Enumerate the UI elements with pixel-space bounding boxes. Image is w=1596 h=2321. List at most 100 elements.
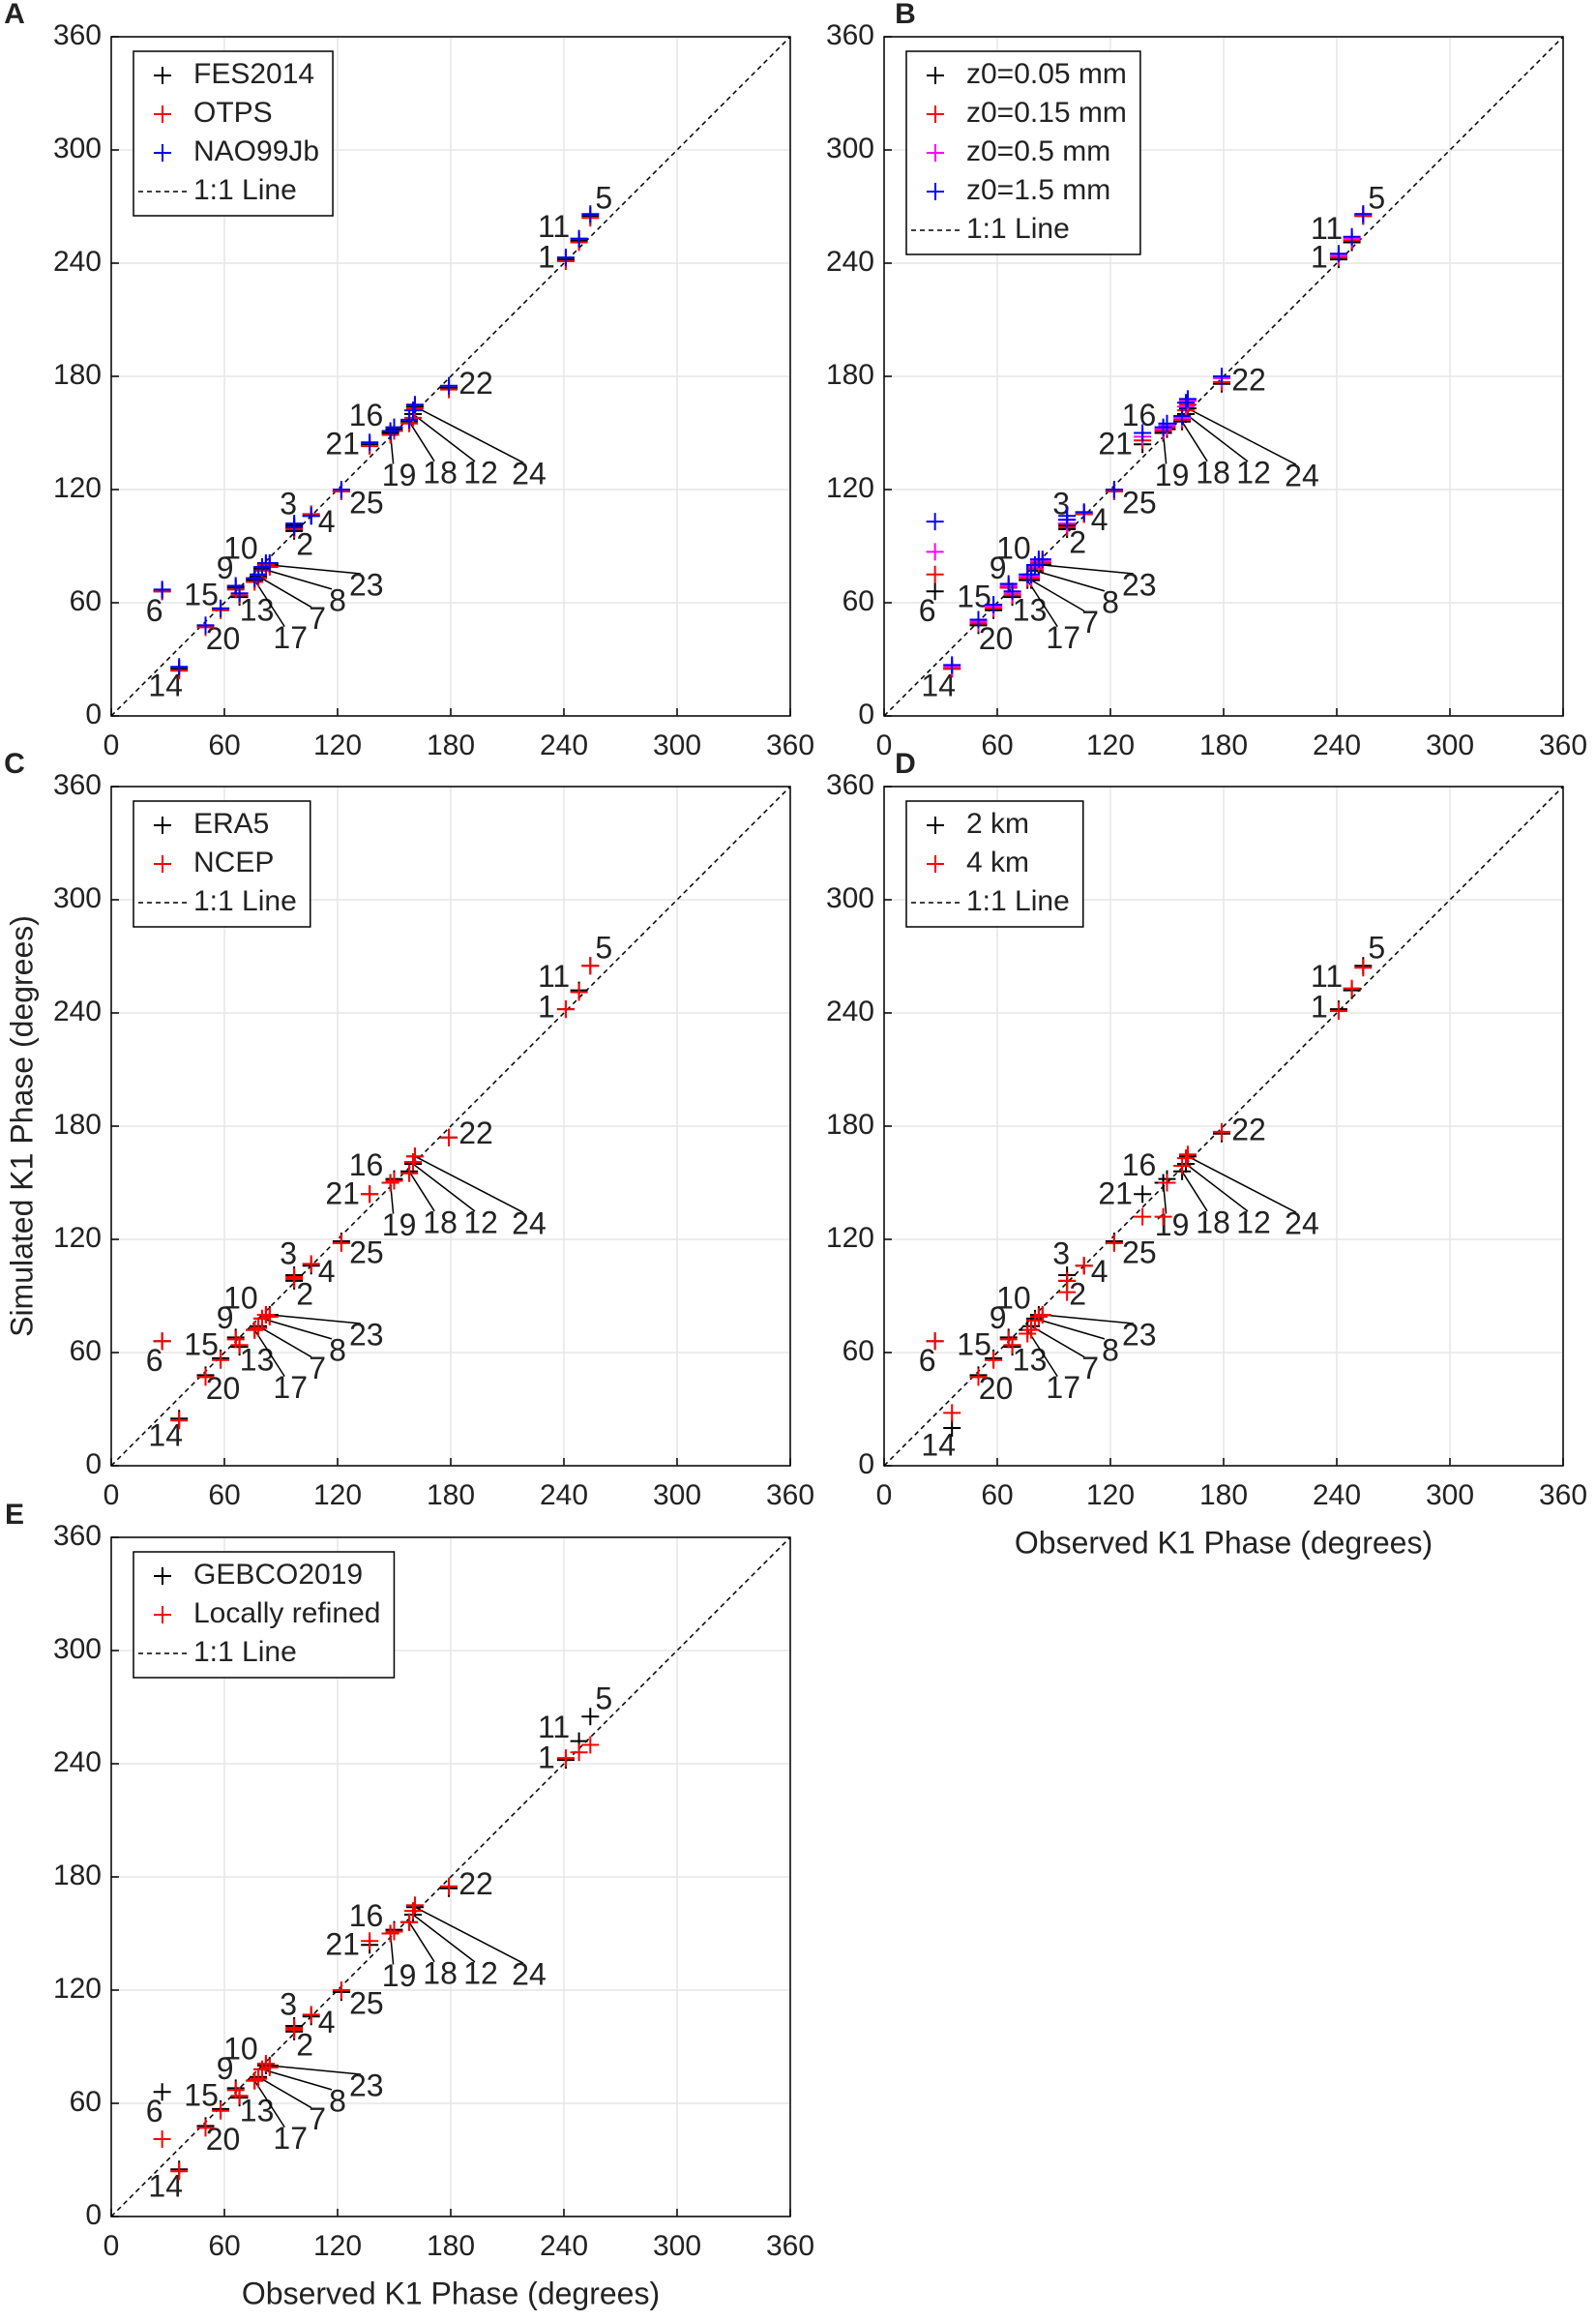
point-label: 22 bbox=[1231, 1112, 1266, 1146]
leader-line bbox=[261, 1318, 333, 1340]
point bbox=[285, 2019, 304, 2037]
legend-label: NAO99Jb bbox=[193, 135, 319, 167]
plot-frame bbox=[110, 786, 791, 1467]
point-label: 2 bbox=[296, 1276, 313, 1311]
leader-line bbox=[412, 413, 476, 462]
point-label: 5 bbox=[1368, 181, 1385, 216]
point bbox=[1134, 1207, 1152, 1226]
point-label: 1 bbox=[538, 990, 555, 1025]
y-tick-label: 360 bbox=[53, 769, 102, 801]
point-label: 3 bbox=[280, 487, 297, 521]
point-label: 4 bbox=[318, 1254, 336, 1289]
point bbox=[943, 1404, 961, 1422]
y-tick-label: 360 bbox=[53, 1520, 102, 1552]
point bbox=[381, 422, 399, 440]
point bbox=[1134, 1185, 1152, 1204]
point-label: 6 bbox=[919, 593, 936, 628]
point-label: 16 bbox=[349, 398, 384, 432]
y-tick-label: 300 bbox=[826, 882, 874, 914]
point-label: 21 bbox=[325, 1176, 360, 1211]
point-label: 10 bbox=[223, 2031, 258, 2066]
point bbox=[405, 1896, 424, 1915]
x-tick-label: 180 bbox=[427, 1479, 475, 1511]
point-label: 21 bbox=[325, 427, 360, 461]
point bbox=[302, 2006, 320, 2024]
point bbox=[1003, 1336, 1021, 1354]
point-label: 18 bbox=[423, 1955, 458, 1990]
point-label: 8 bbox=[329, 2083, 346, 2118]
point bbox=[260, 1307, 279, 1325]
point-label: 2 bbox=[296, 2027, 313, 2062]
point-label: 6 bbox=[146, 2094, 163, 2128]
y-tick-label: 120 bbox=[53, 1222, 102, 1254]
y-tick-label: 240 bbox=[826, 996, 874, 1027]
point bbox=[385, 418, 403, 436]
point bbox=[170, 2162, 189, 2181]
x-tick-label: 240 bbox=[540, 1479, 588, 1511]
y-tick-label: 60 bbox=[70, 1335, 102, 1367]
point-label: 12 bbox=[463, 1205, 498, 1239]
y-tick-label: 60 bbox=[70, 2086, 102, 2118]
point bbox=[1354, 205, 1373, 223]
point-label: 23 bbox=[349, 2068, 384, 2102]
point-label: 11 bbox=[538, 1710, 570, 1744]
plot-frame bbox=[110, 36, 791, 717]
legend-label: 1:1 Line bbox=[193, 885, 297, 917]
point bbox=[153, 1332, 171, 1351]
y-tick-label: 300 bbox=[826, 133, 874, 164]
x-tick-label: 300 bbox=[1426, 729, 1474, 761]
reference-line bbox=[110, 36, 791, 717]
x-tick-label: 180 bbox=[427, 2230, 475, 2262]
point bbox=[1019, 1324, 1037, 1343]
point-label: 1 bbox=[1311, 990, 1328, 1025]
point-label: 14 bbox=[148, 669, 183, 703]
point-label: 24 bbox=[512, 457, 547, 491]
panel-label: D bbox=[895, 748, 916, 780]
point bbox=[1343, 979, 1361, 997]
point-label: 11 bbox=[1311, 211, 1343, 246]
leader-line bbox=[412, 1163, 476, 1212]
point bbox=[926, 582, 944, 601]
leader-line bbox=[1185, 413, 1249, 462]
leader-line bbox=[408, 421, 435, 462]
x-tick-label: 120 bbox=[1086, 1479, 1135, 1511]
point bbox=[1058, 507, 1077, 525]
point bbox=[260, 554, 279, 573]
point-label: 22 bbox=[458, 366, 493, 401]
point-label: 25 bbox=[349, 1985, 384, 2020]
leader-line bbox=[1187, 1155, 1297, 1213]
point bbox=[556, 1000, 575, 1019]
point-label: 2 bbox=[296, 526, 313, 561]
legend-marker bbox=[927, 144, 944, 162]
x-tick-label: 60 bbox=[208, 1479, 240, 1511]
x-tick-label: 0 bbox=[103, 2230, 120, 2262]
point bbox=[985, 1351, 1003, 1369]
y-tick-label: 180 bbox=[53, 1109, 102, 1141]
y-tick-label: 60 bbox=[842, 585, 874, 617]
x-tick-label: 60 bbox=[208, 729, 240, 761]
legend-label: z0=0.5 mm bbox=[966, 135, 1110, 167]
point-label: 18 bbox=[1196, 455, 1230, 490]
y-tick-label: 360 bbox=[53, 19, 102, 51]
point bbox=[361, 1185, 379, 1204]
reference-line bbox=[110, 786, 791, 1467]
point-label: 18 bbox=[1196, 1205, 1230, 1239]
point bbox=[440, 1128, 458, 1146]
point-label: 3 bbox=[1052, 1236, 1070, 1271]
point-label: 13 bbox=[240, 593, 275, 628]
y-tick-label: 240 bbox=[53, 996, 102, 1027]
point bbox=[926, 1332, 944, 1351]
point-label: 12 bbox=[1236, 1205, 1271, 1239]
point bbox=[153, 2083, 171, 2101]
point-label: 17 bbox=[1046, 620, 1080, 655]
leader-line bbox=[412, 1914, 476, 1963]
leader-line bbox=[269, 564, 361, 575]
leader-line bbox=[253, 2080, 285, 2128]
leader-line bbox=[253, 580, 285, 628]
legend-label: Locally refined bbox=[193, 1597, 380, 1629]
y-tick-label: 180 bbox=[53, 1860, 102, 1891]
point-label: 6 bbox=[919, 1343, 936, 1378]
point bbox=[196, 1368, 215, 1386]
point-label: 8 bbox=[329, 582, 346, 617]
point bbox=[1154, 418, 1172, 436]
